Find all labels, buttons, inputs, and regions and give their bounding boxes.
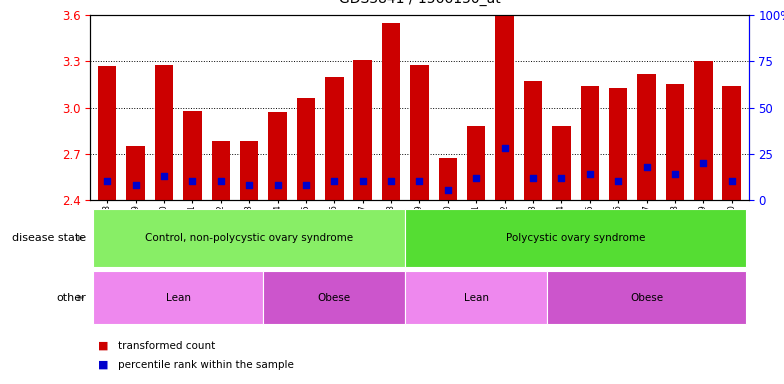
Point — [441, 187, 454, 194]
Text: disease state: disease state — [12, 233, 86, 243]
Bar — [467, 126, 485, 200]
Text: transformed count: transformed count — [118, 341, 215, 351]
Bar — [580, 86, 599, 200]
Bar — [405, 209, 746, 267]
Text: Obese: Obese — [318, 293, 351, 303]
Point — [271, 182, 284, 188]
Text: Polycystic ovary syndrome: Polycystic ovary syndrome — [506, 233, 645, 243]
Bar — [263, 271, 405, 324]
Bar — [98, 66, 116, 200]
Point — [158, 173, 170, 179]
Text: other: other — [56, 293, 86, 303]
Bar — [268, 112, 287, 200]
Bar — [438, 158, 457, 200]
Text: Obese: Obese — [630, 293, 663, 303]
Bar — [183, 111, 201, 200]
Point — [470, 174, 482, 180]
Point — [413, 178, 426, 184]
Text: percentile rank within the sample: percentile rank within the sample — [118, 360, 293, 370]
Bar — [666, 84, 684, 200]
Bar — [382, 23, 401, 200]
Bar — [410, 65, 429, 200]
Point — [243, 182, 256, 188]
Bar — [93, 271, 263, 324]
Point — [612, 178, 624, 184]
Bar — [405, 271, 547, 324]
Point — [328, 178, 340, 184]
Bar — [547, 271, 746, 324]
Bar — [524, 81, 543, 200]
Point — [299, 182, 312, 188]
Point — [725, 178, 738, 184]
Bar — [296, 98, 315, 200]
Text: GDS3841 / 1566150_at: GDS3841 / 1566150_at — [339, 0, 500, 6]
Bar — [240, 141, 259, 200]
Point — [527, 174, 539, 180]
Bar — [325, 77, 343, 200]
Point — [129, 182, 142, 188]
Text: ■: ■ — [98, 360, 108, 370]
Point — [357, 178, 369, 184]
Point — [499, 145, 511, 151]
Bar — [723, 86, 741, 200]
Point — [186, 178, 198, 184]
Bar — [495, 15, 514, 200]
Bar — [354, 60, 372, 200]
Text: Lean: Lean — [165, 293, 191, 303]
Bar — [93, 209, 405, 267]
Point — [385, 178, 397, 184]
Bar — [154, 65, 173, 200]
Text: Lean: Lean — [463, 293, 488, 303]
Bar — [126, 146, 145, 200]
Text: Control, non-polycystic ovary syndrome: Control, non-polycystic ovary syndrome — [145, 233, 353, 243]
Text: ■: ■ — [98, 341, 108, 351]
Point — [215, 178, 227, 184]
Point — [101, 178, 114, 184]
Bar — [212, 141, 230, 200]
Point — [697, 160, 710, 166]
Bar — [552, 126, 571, 200]
Point — [583, 171, 596, 177]
Point — [669, 171, 681, 177]
Bar — [609, 88, 627, 200]
Bar — [637, 74, 655, 200]
Point — [555, 174, 568, 180]
Bar — [694, 61, 713, 200]
Point — [641, 164, 653, 170]
